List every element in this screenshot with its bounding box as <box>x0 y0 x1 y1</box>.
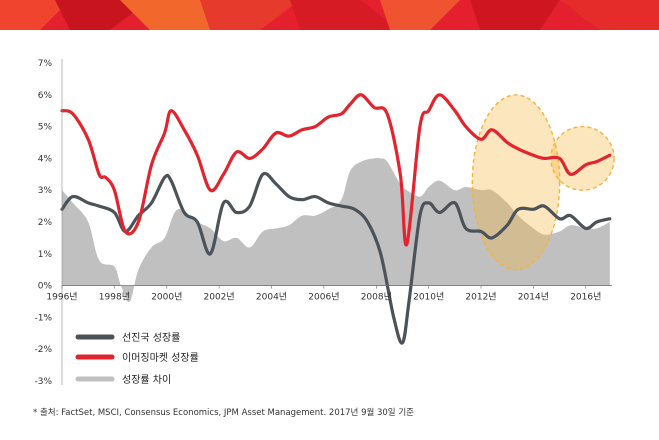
highlight-ellipse-1 <box>471 94 561 271</box>
banner-shape <box>560 0 659 30</box>
emerging-growth-line <box>60 93 612 247</box>
y-tick-label: 2% <box>38 218 53 228</box>
growth-chart: 7% 6% 5% 4% 3% 2% 1% 0% -1% -2% -3% 1996년 1998년 2000년… <box>34 59 615 387</box>
x-tick-label: 2012년 <box>465 292 496 303</box>
x-tick-label: 2010년 <box>413 292 444 303</box>
y-tick-label: 4% <box>38 154 53 164</box>
banner-shape <box>380 0 460 30</box>
x-tick-label: 2004년 <box>256 292 287 303</box>
x-tick-label: 2014년 <box>518 292 549 303</box>
legend-label: 이머징마켓 성장률 <box>122 352 199 364</box>
y-tick-label: -3% <box>34 377 52 387</box>
y-tick-label: 3% <box>38 186 53 196</box>
legend-label: 성장률 차이 <box>122 374 171 386</box>
banner-shape <box>200 0 300 30</box>
header-banner <box>0 0 659 30</box>
y-tick-label: -2% <box>34 345 52 355</box>
y-tick-label: 6% <box>38 91 53 101</box>
x-tick-label: 2000년 <box>151 292 182 303</box>
x-tick-label: 2006년 <box>308 292 339 303</box>
x-tick-label: 1998년 <box>99 292 130 303</box>
source-footnote: * 출처: FactSet, MSCI, Consensus Economics… <box>33 408 414 418</box>
x-tick-label: 2008년 <box>361 292 392 303</box>
x-tick-label: 1996년 <box>46 292 77 303</box>
x-tick-label: 2016년 <box>570 292 601 303</box>
y-tick-label: 0% <box>38 282 53 292</box>
x-tick-label: 2002년 <box>204 292 235 303</box>
banner-shape <box>470 0 560 30</box>
banner-shape <box>55 0 150 30</box>
banner-shape <box>0 0 70 30</box>
banner-shape <box>290 0 400 30</box>
y-tick-label: 5% <box>38 123 53 133</box>
y-tick-label: 7% <box>38 59 53 69</box>
y-tick-label: -1% <box>34 313 52 323</box>
y-tick-label: 1% <box>38 250 53 260</box>
legend-label: 선진국 성장률 <box>122 332 180 344</box>
developed-growth-line <box>60 171 612 345</box>
